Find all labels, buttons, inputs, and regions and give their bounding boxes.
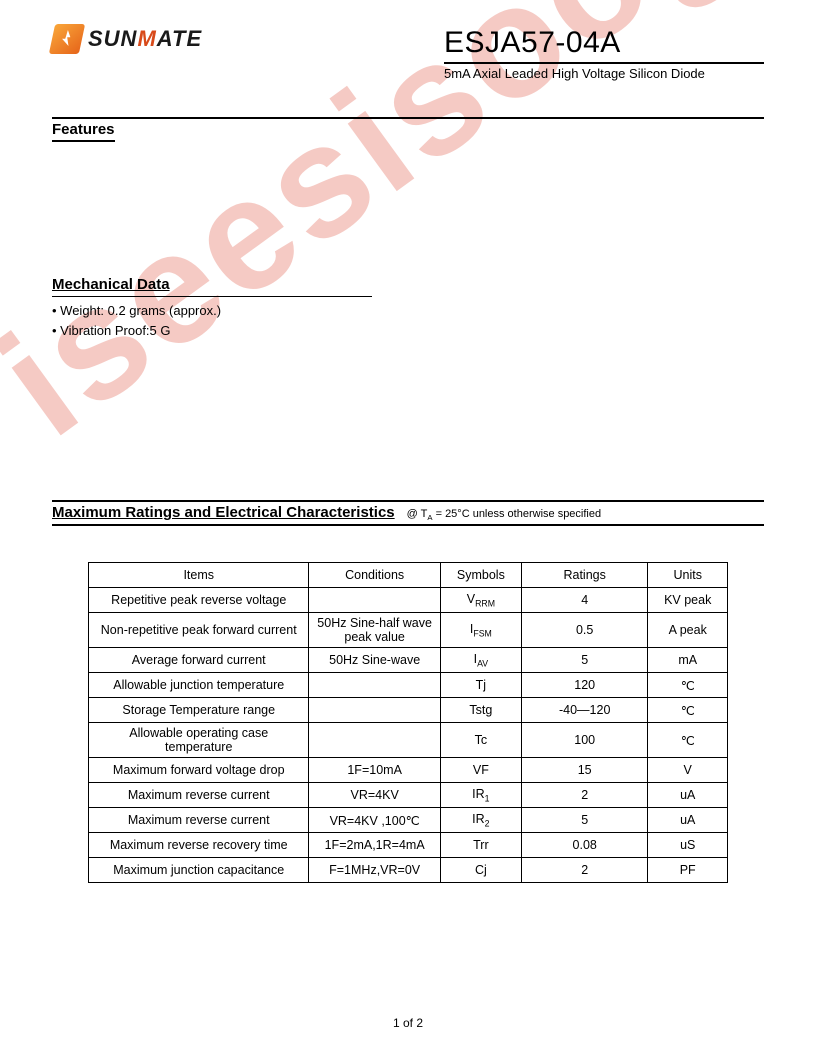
cell-symbol: Cj [440,858,521,883]
cell-item: Repetitive peak reverse voltage [89,588,309,613]
cell-rating: 4 [521,588,648,613]
cell-symbol: IR2 [440,808,521,833]
cell-unit: uS [648,833,728,858]
cell-item: Average forward current [89,648,309,673]
mechanical-item: Vibration Proof:5 G [52,321,764,341]
table-row: Allowable junction temperature Tj120℃ [89,673,728,698]
cell-condition: 1F=10mA [309,758,440,783]
cell-symbol: IAV [440,648,521,673]
cell-item: Non-repetitive peak forward current [89,613,309,648]
table-row: Non-repetitive peak forward current50Hz … [89,613,728,648]
max-title-row: Maximum Ratings and Electrical Character… [52,502,764,526]
cell-symbol: Tj [440,673,521,698]
cell-symbol: IFSM [440,613,521,648]
max-ratings-condition: @ TA = 25°C unless otherwise specified [407,508,601,522]
cell-condition: 50Hz Sine-half wave peak value [309,613,440,648]
cell-item: Allowable junction temperature [89,673,309,698]
table-row: Maximum reverse currentVR=4KV ,100℃IR25u… [89,808,728,833]
cell-rating: 15 [521,758,648,783]
cell-unit: ℃ [648,698,728,723]
cell-condition [309,588,440,613]
cell-symbol: VRRM [440,588,521,613]
cell-symbol: VF [440,758,521,783]
table-row: Maximum reverse recovery time1F=2mA,1R=4… [89,833,728,858]
page-content: SUNMATE ESJA57-04A 5mA Axial Leaded High… [0,0,816,883]
cell-rating: 2 [521,858,648,883]
cell-unit: KV peak [648,588,728,613]
cell-item: Maximum reverse current [89,783,309,808]
cell-unit: uA [648,783,728,808]
table-row: Maximum forward voltage drop1F=10mAVF15V [89,758,728,783]
mechanical-title: Mechanical Data [52,276,170,293]
cell-condition: 50Hz Sine-wave [309,648,440,673]
cell-condition: 1F=2mA,1R=4mA [309,833,440,858]
cell-rating: 0.5 [521,613,648,648]
cell-unit: V [648,758,728,783]
cell-unit: mA [648,648,728,673]
cell-symbol: IR1 [440,783,521,808]
logo-text: SUNMATE [88,26,202,52]
cell-symbol: Tstg [440,698,521,723]
header-row: SUNMATE ESJA57-04A 5mA Axial Leaded High… [52,20,764,81]
max-ratings-section: Maximum Ratings and Electrical Character… [52,500,764,883]
cell-rating: 120 [521,673,648,698]
table-row: Allowable operating case temperature Tc10… [89,723,728,758]
page-footer: 1 of 2 [0,1016,816,1030]
cell-condition: F=1MHz,VR=0V [309,858,440,883]
cell-item: Allowable operating case temperature [89,723,309,758]
mechanical-title-wrap: Mechanical Data [52,276,372,297]
cell-rating: 5 [521,808,648,833]
features-area [52,142,764,272]
cell-rating: -40—120 [521,698,648,723]
cell-symbol: Tc [440,723,521,758]
cell-item: Maximum junction capacitance [89,858,309,883]
cell-item: Maximum reverse current [89,808,309,833]
table-row: Maximum reverse currentVR=4KVIR12uA [89,783,728,808]
cell-symbol: Trr [440,833,521,858]
cell-rating: 5 [521,648,648,673]
max-ratings-title: Maximum Ratings and Electrical Character… [52,504,395,521]
cond-prefix: @ T [407,508,428,520]
cell-item: Storage Temperature range [89,698,309,723]
brand-logo: SUNMATE [52,24,202,54]
features-divider [52,117,764,119]
cell-rating: 2 [521,783,648,808]
th-conditions: Conditions [309,563,440,588]
th-units: Units [648,563,728,588]
ratings-table: Items Conditions Symbols Ratings Units R… [88,562,728,883]
table-row: Maximum junction capacitanceF=1MHz,VR=0V… [89,858,728,883]
cond-rest: = 25°C unless otherwise specified [433,508,602,520]
cell-condition: VR=4KV ,100℃ [309,808,440,833]
cell-unit: PF [648,858,728,883]
table-row: Average forward current50Hz Sine-waveIAV… [89,648,728,673]
table-row: Storage Temperature range Tstg-40—120℃ [89,698,728,723]
th-symbols: Symbols [440,563,521,588]
cell-condition [309,698,440,723]
part-number: ESJA57-04A [444,26,764,64]
cell-unit: A peak [648,613,728,648]
mechanical-list: Weight: 0.2 grams (approx.) Vibration Pr… [52,301,764,340]
features-title: Features [52,121,115,142]
title-block: ESJA57-04A 5mA Axial Leaded High Voltage… [444,26,764,81]
mechanical-item: Weight: 0.2 grams (approx.) [52,301,764,321]
cell-rating: 0.08 [521,833,648,858]
cell-condition [309,723,440,758]
table-header-row: Items Conditions Symbols Ratings Units [89,563,728,588]
th-items: Items [89,563,309,588]
cell-unit: ℃ [648,673,728,698]
table-row: Repetitive peak reverse voltage VRRM4KV p… [89,588,728,613]
cell-condition [309,673,440,698]
cell-condition: VR=4KV [309,783,440,808]
cell-item: Maximum reverse recovery time [89,833,309,858]
cell-rating: 100 [521,723,648,758]
cell-unit: uA [648,808,728,833]
cell-item: Maximum forward voltage drop [89,758,309,783]
logo-icon [49,24,85,54]
cell-unit: ℃ [648,723,728,758]
th-ratings: Ratings [521,563,648,588]
part-description: 5mA Axial Leaded High Voltage Silicon Di… [444,66,764,81]
